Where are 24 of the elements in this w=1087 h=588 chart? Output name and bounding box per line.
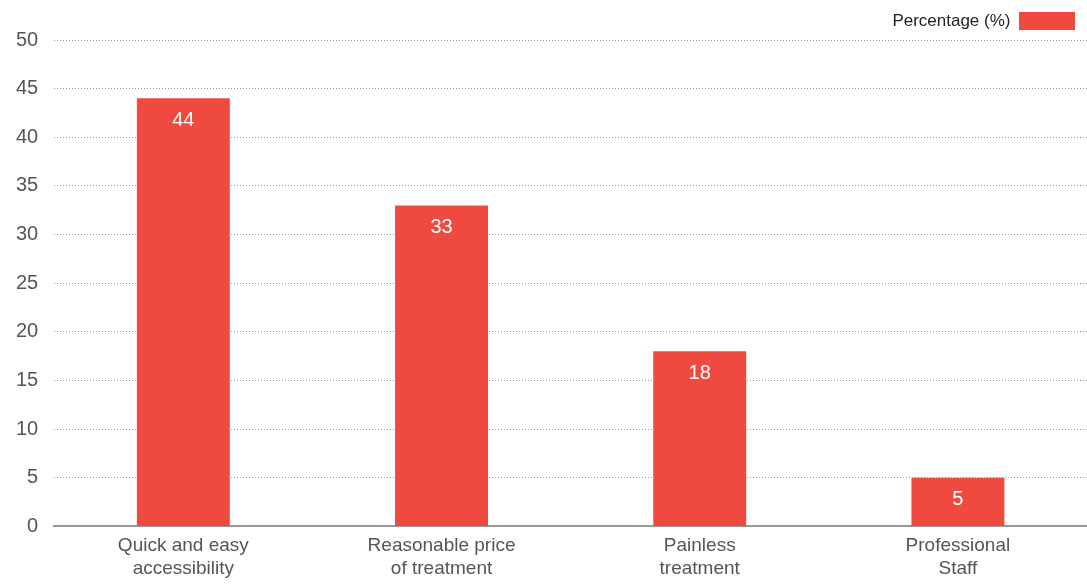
x-tick-label: Painless treatment	[659, 534, 741, 578]
bar	[653, 351, 747, 526]
y-tick-label: 30	[16, 222, 39, 245]
y-tick-label: 0	[27, 513, 39, 536]
bar	[395, 205, 488, 526]
bar	[136, 98, 230, 526]
y-tick-label: 25	[16, 270, 39, 293]
y-tick-label: 20	[16, 319, 39, 342]
data-label: 44	[172, 107, 195, 130]
data-label: 33	[430, 214, 453, 237]
y-tick-label: 40	[16, 124, 39, 147]
data-label: 5	[952, 487, 964, 510]
y-tick-label: 35	[16, 173, 39, 196]
y-tick-label: 50	[16, 27, 39, 50]
legend-label: Percentage (%)	[892, 10, 1011, 30]
x-tick-label: Reasonable price of treatment	[367, 534, 516, 578]
y-tick-label: 5	[27, 465, 39, 488]
bar	[911, 477, 1005, 526]
y-tick-label: 15	[16, 368, 39, 390]
x-tick-label: Quick and easy accessibility	[117, 534, 250, 578]
data-label: 18	[688, 360, 711, 383]
x-tick-label: Professional Staff	[905, 534, 1011, 578]
y-tick-label: 45	[16, 76, 39, 99]
y-tick-label: 10	[16, 416, 39, 439]
